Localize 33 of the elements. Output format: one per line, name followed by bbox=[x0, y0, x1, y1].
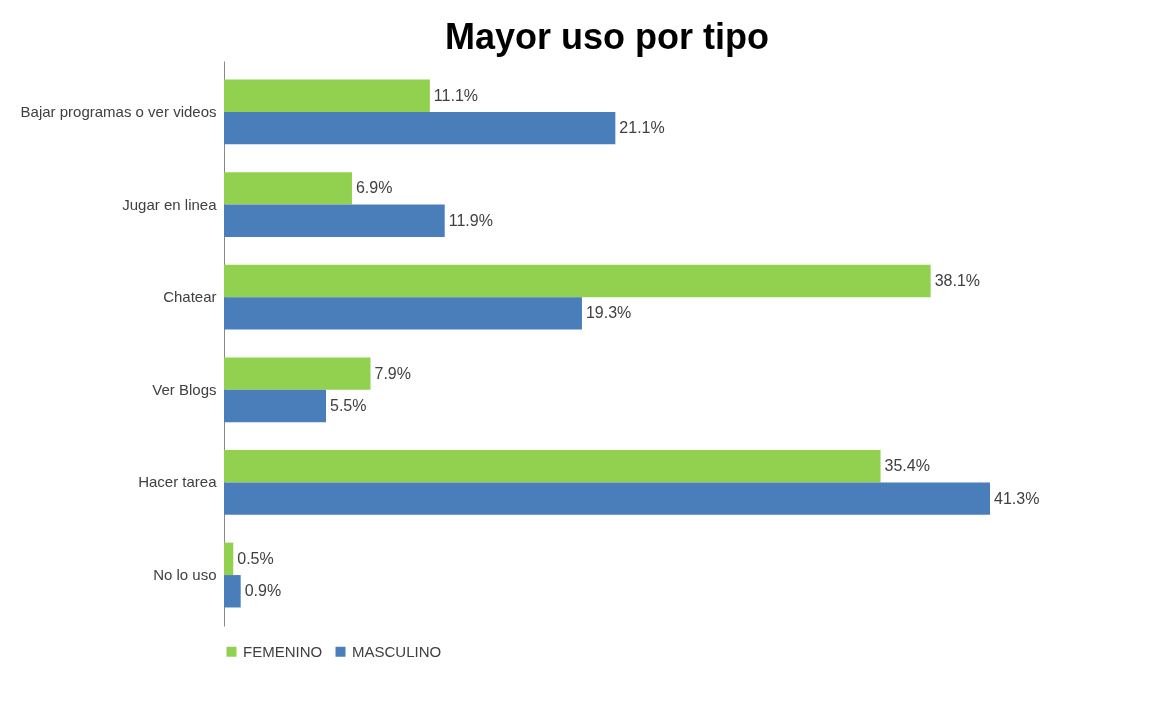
chart-title: Mayor uso por tipo bbox=[445, 16, 769, 57]
bar bbox=[224, 575, 241, 608]
bar bbox=[224, 297, 582, 330]
legend-label: FEMENINO bbox=[243, 642, 323, 660]
bar bbox=[224, 542, 234, 576]
y-tick-label: Hacer tarea bbox=[138, 473, 218, 491]
data-label: 41.3% bbox=[994, 489, 1040, 507]
data-label: 11.1% bbox=[433, 86, 479, 104]
data-label: 21.1% bbox=[619, 119, 665, 137]
data-label: 5.5% bbox=[330, 397, 367, 415]
data-label: 0.5% bbox=[237, 549, 274, 567]
bar bbox=[224, 482, 990, 515]
data-label: 6.9% bbox=[355, 179, 393, 197]
bar bbox=[224, 357, 371, 390]
data-label: 11.9% bbox=[448, 211, 493, 229]
bar bbox=[224, 111, 616, 145]
y-tick-label: No lo uso bbox=[153, 566, 217, 584]
data-label: 19.3% bbox=[585, 304, 632, 322]
y-tick-label: Ver Blogs bbox=[152, 380, 217, 398]
legend-label: MASCULINO bbox=[352, 642, 442, 660]
y-tick-label: Chatear bbox=[163, 288, 217, 306]
data-label: 38.1% bbox=[934, 271, 981, 289]
data-label: 0.9% bbox=[244, 582, 282, 600]
data-label: 35.4% bbox=[884, 457, 930, 475]
data-label: 7.9% bbox=[374, 364, 411, 382]
bar bbox=[224, 389, 327, 423]
bar bbox=[224, 204, 445, 237]
bar bbox=[224, 172, 352, 205]
y-tick-label: Bajar programas o ver videos bbox=[20, 102, 217, 120]
bar bbox=[224, 450, 881, 483]
bar bbox=[224, 79, 430, 112]
y-tick-label: Jugar en linea bbox=[122, 195, 218, 213]
bar bbox=[224, 264, 931, 298]
